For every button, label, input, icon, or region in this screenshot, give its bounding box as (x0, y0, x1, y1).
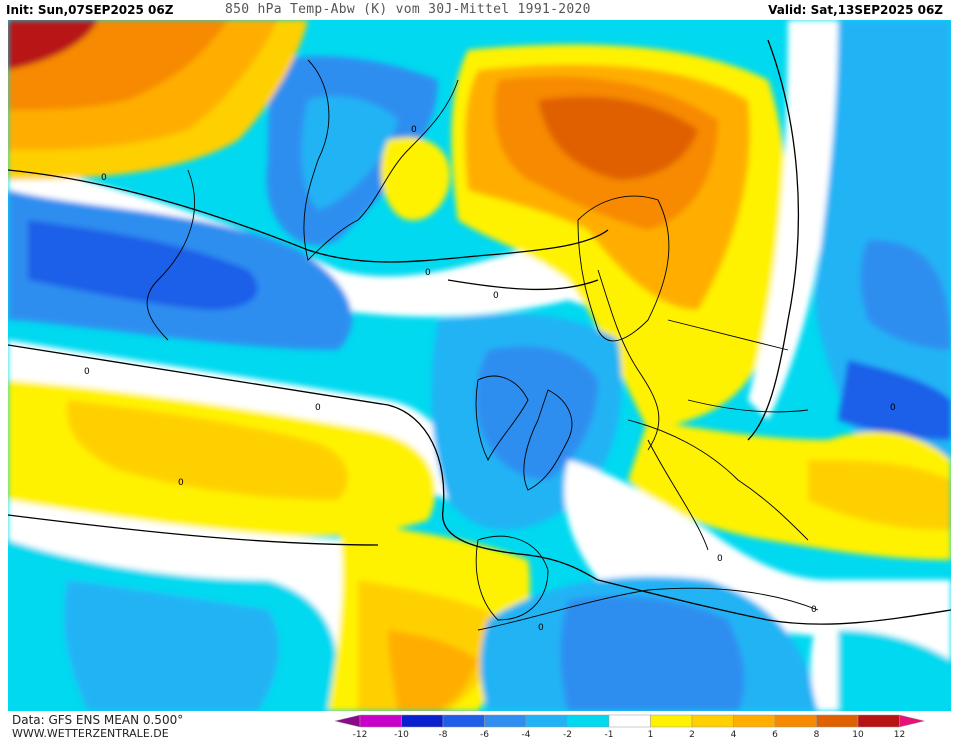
legend-swatch (733, 714, 776, 728)
contour-label: 0 (411, 125, 417, 135)
init-time: Init: Sun,07SEP2025 06Z (6, 3, 174, 17)
contour-label: 0 (178, 478, 184, 488)
zero-contours (8, 39, 951, 625)
map-title: 850 hPa Temp-Abw (K) vom 30J-Mittel 1991… (225, 2, 591, 17)
legend-tick-label: 8 (814, 730, 820, 739)
map-footer: Data: GFS ENS MEAN 0.500° WWW.WETTERZENT… (0, 711, 959, 741)
legend-swatch (774, 714, 817, 728)
legend-tick-label: -6 (480, 730, 489, 739)
legend-tick-label: 1 (648, 730, 654, 739)
legend-swatch (334, 714, 361, 728)
legend-swatch (401, 714, 444, 728)
anomaly-field (8, 20, 951, 711)
anomaly-map: 0 0 0 0 0 0 0 0 0 0 0 (8, 20, 951, 711)
contour-label: 0 (425, 268, 431, 278)
legend-tick-label: -12 (353, 730, 368, 739)
legend-swatch (442, 714, 485, 728)
map-header: Init: Sun,07SEP2025 06Z 850 hPa Temp-Abw… (0, 0, 959, 20)
legend-tick-label: 6 (772, 730, 778, 739)
site-url: WWW.WETTERZENTRALE.DE (12, 727, 169, 740)
coastlines (146, 59, 819, 631)
legend-tick-label: -1 (605, 730, 614, 739)
legend-tick-label: -2 (563, 730, 572, 739)
valid-time: Valid: Sat,13SEP2025 06Z (768, 3, 943, 17)
legend-swatch (525, 714, 568, 728)
map-canvas: 0 0 0 0 0 0 0 0 0 0 0 (8, 20, 951, 711)
color-legend: -12 -10 -8 -6 -4 -2 -1 1 2 4 6 8 10 12 (334, 714, 925, 739)
legend-tick-label: -8 (439, 730, 448, 739)
legend-swatch (567, 714, 610, 728)
legend-swatch (608, 714, 651, 728)
contour-labels: 0 0 0 0 0 0 0 0 0 0 0 (84, 125, 896, 633)
contour-label: 0 (84, 367, 90, 377)
legend-swatch (816, 714, 859, 728)
contour-label: 0 (717, 554, 723, 564)
legend-tick-label: 10 (852, 730, 864, 739)
contour-label: 0 (315, 403, 321, 413)
legend-tick-label: 12 (894, 730, 905, 739)
legend-tick-label: -10 (394, 730, 409, 739)
data-source: Data: GFS ENS MEAN 0.500° (12, 713, 184, 727)
legend-swatch (691, 714, 734, 728)
legend-tick-label: 4 (731, 730, 737, 739)
legend-swatch (650, 714, 693, 728)
legend-tick-label: 2 (689, 730, 695, 739)
contour-label: 0 (493, 291, 499, 301)
contour-label: 0 (538, 623, 544, 633)
legend-swatch (899, 714, 925, 728)
contour-label: 0 (890, 403, 896, 413)
legend-tick-label: -4 (522, 730, 531, 739)
contour-label: 0 (101, 173, 107, 183)
legend-swatch (484, 714, 527, 728)
legend-swatch (359, 714, 402, 728)
contour-label: 0 (811, 605, 817, 615)
legend-swatch (857, 714, 900, 728)
